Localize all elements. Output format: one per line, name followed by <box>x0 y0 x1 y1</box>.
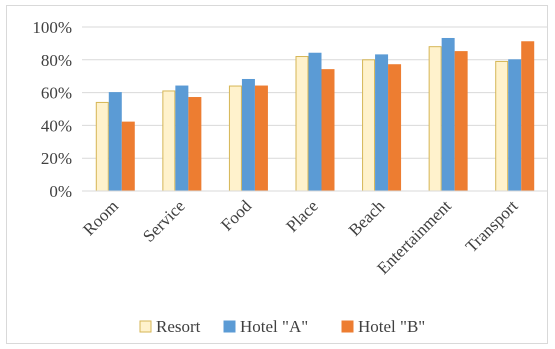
x-category-label: Beach <box>345 196 389 240</box>
bar <box>308 52 322 192</box>
bar <box>428 46 442 192</box>
bar <box>254 85 268 192</box>
bar <box>375 54 389 192</box>
bar <box>241 78 255 192</box>
legend-label: Hotel "A" <box>240 317 308 336</box>
x-category-label: Room <box>79 196 122 239</box>
bar <box>162 90 176 192</box>
bar <box>95 101 109 192</box>
legend-label: Resort <box>156 317 201 336</box>
y-axis-tick-labels: 0% 20% 40% 60% 80% 100% <box>32 18 72 201</box>
y-tick-label: 0% <box>49 182 72 201</box>
bar <box>228 85 242 192</box>
legend-label: Hotel "B" <box>358 317 425 336</box>
legend: Resort Hotel "A" Hotel "B" <box>139 317 425 336</box>
x-category-label: Food <box>217 196 256 235</box>
bar <box>188 97 202 192</box>
bar <box>388 64 402 192</box>
y-tick-label: 100% <box>32 18 72 37</box>
bar <box>121 121 135 192</box>
y-tick-label: 40% <box>41 116 72 135</box>
bar <box>108 92 122 192</box>
x-category-label: Place <box>282 196 321 235</box>
bar <box>508 59 522 192</box>
bar <box>295 56 309 192</box>
legend-swatch <box>341 320 354 333</box>
bar <box>441 37 455 192</box>
bar <box>521 41 535 192</box>
y-tick-label: 60% <box>41 84 72 103</box>
legend-swatch <box>139 320 152 333</box>
bar <box>175 85 189 192</box>
y-tick-label: 20% <box>41 149 72 168</box>
x-category-label: Transport <box>462 196 522 256</box>
bar <box>454 51 468 192</box>
legend-swatch <box>223 320 236 333</box>
bar <box>321 69 335 192</box>
y-tick-label: 80% <box>41 51 72 70</box>
bar <box>495 60 509 192</box>
bar <box>362 59 376 192</box>
x-category-label: Service <box>139 196 188 245</box>
bar-series <box>95 37 535 192</box>
